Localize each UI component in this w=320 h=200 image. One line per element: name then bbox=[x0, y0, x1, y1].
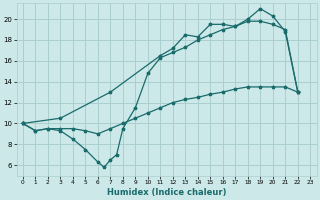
X-axis label: Humidex (Indice chaleur): Humidex (Indice chaleur) bbox=[107, 188, 226, 197]
